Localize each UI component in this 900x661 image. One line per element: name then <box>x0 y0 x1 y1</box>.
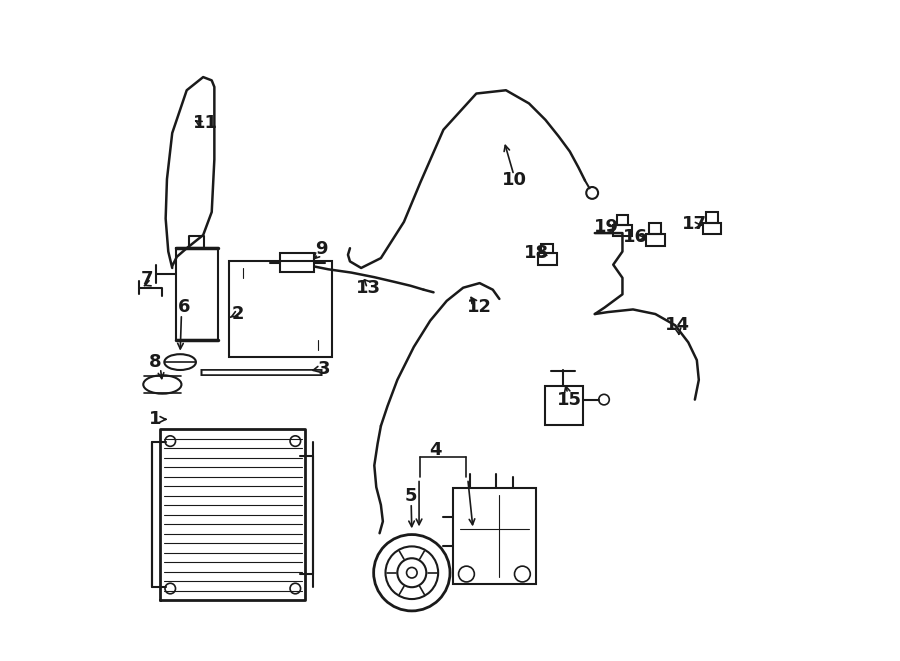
Text: 15: 15 <box>557 391 582 408</box>
Text: 16: 16 <box>623 228 648 246</box>
Text: 11: 11 <box>193 114 218 132</box>
Text: 17: 17 <box>682 215 707 233</box>
Text: 10: 10 <box>502 171 527 190</box>
Text: 3: 3 <box>318 360 330 377</box>
Bar <box>544 387 583 424</box>
Text: 8: 8 <box>148 353 161 371</box>
Bar <box>613 225 632 237</box>
Text: 13: 13 <box>356 279 381 297</box>
Bar <box>176 249 218 340</box>
Text: 19: 19 <box>594 217 619 235</box>
Text: 14: 14 <box>664 316 689 334</box>
Text: 5: 5 <box>404 487 417 506</box>
Text: 7: 7 <box>141 270 154 288</box>
Text: 18: 18 <box>525 244 549 262</box>
Bar <box>616 215 628 225</box>
Bar <box>650 223 662 234</box>
Bar <box>454 488 536 584</box>
Text: 12: 12 <box>467 299 492 317</box>
Bar <box>706 212 718 223</box>
Bar <box>538 253 556 265</box>
Text: 9: 9 <box>315 240 328 258</box>
Text: 4: 4 <box>429 442 442 459</box>
Bar <box>646 234 664 246</box>
Text: 2: 2 <box>232 305 244 323</box>
Bar <box>703 223 721 235</box>
Bar <box>280 253 314 272</box>
Bar <box>542 244 554 253</box>
Text: 1: 1 <box>148 410 161 428</box>
Bar <box>230 261 331 357</box>
Text: 6: 6 <box>178 299 190 317</box>
